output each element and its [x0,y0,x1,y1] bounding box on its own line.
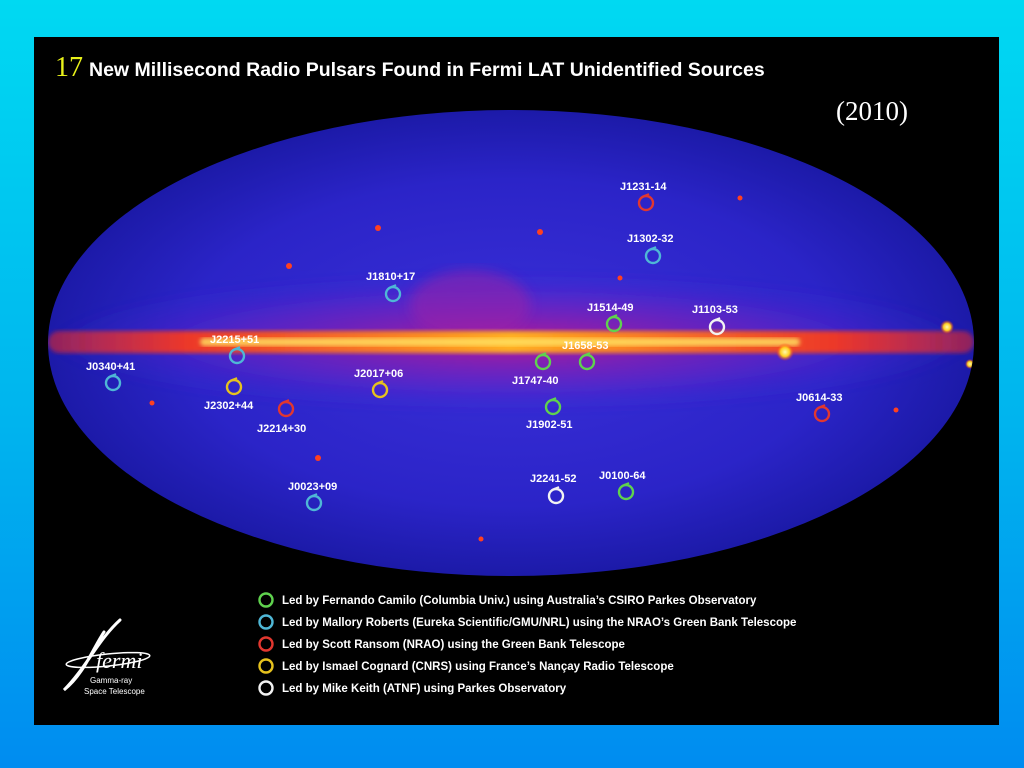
pulsar-label-j1747-40: J1747-40 [512,375,559,387]
pulsar-marker-tick [283,399,290,403]
bright-source [940,320,954,334]
pulsar-label-j2017+06: J2017+06 [354,368,403,380]
pulsar-marker-tick [377,380,384,384]
pulsar-label-j0340+41: J0340+41 [86,361,135,373]
bright-source [478,536,484,542]
bright-source [965,359,974,369]
bright-source [737,195,743,201]
slide-title: 17 New Millisecond Radio Pulsars Found in… [55,52,765,84]
pulsar-marker-tick [714,317,721,321]
bright-source [537,229,543,235]
bright-source [617,275,623,281]
bright-source [286,263,292,269]
pulsar-label-j2241-52: J2241-52 [530,473,577,485]
pulsar-label-j0100-64: J0100-64 [599,470,646,482]
bright-source [315,455,321,461]
pulsar-marker-tick [643,193,650,197]
pulsar-marker-tick [550,397,557,401]
legend-label-red: Led by Scott Ransom (NRAO) using the Gre… [282,639,625,651]
pulsar-marker-tick [390,284,397,288]
pulsar-marker-tick [650,246,657,250]
pulsar-marker-tick [110,373,117,377]
pulsar-marker-tick [311,493,318,497]
title-year: (2010) [836,96,908,126]
title-text: New Millisecond Radio Pulsars Found in F… [89,59,765,81]
bright-source [893,407,899,413]
pulsar-marker-tick [623,482,630,486]
galactic-bulge [410,270,530,340]
legend-marker-yellow [258,658,274,674]
pulsar-label-j2214+30: J2214+30 [257,423,306,435]
pulsar-marker-tick [584,352,591,356]
galactic-plane-core [200,338,800,346]
pulsar-label-j2215+51: J2215+51 [210,334,259,346]
fermi-subtitle-line1: Gamma-ray [90,676,132,685]
pulsar-label-j2302+44: J2302+44 [204,400,254,412]
legend-label-cyan: Led by Mallory Roberts (Eureka Scientifi… [282,617,796,629]
pulsar-label-j1658-53: J1658-53 [562,340,609,352]
fermi-swoosh [62,618,122,692]
pulsar-label-j0023+09: J0023+09 [288,481,337,493]
legend-label-white: Led by Mike Keith (ATNF) using Parkes Ob… [282,683,567,695]
legend-label-green: Led by Fernando Camilo (Columbia Univ.) … [282,595,757,607]
pulsar-label-j1231-14: J1231-14 [620,181,667,193]
pulsar-label-j0614-33: J0614-33 [796,392,843,404]
pulsar-label-j1902-51: J1902-51 [526,419,573,431]
bright-source [375,225,381,231]
pulsar-marker-tick [234,346,241,350]
legend-marker-white [258,680,274,696]
pulsar-marker-tick [553,486,560,490]
bright-source [149,400,155,406]
legend-label-yellow: Led by Ismael Cognard (CNRS) using Franc… [282,661,674,673]
pulsar-marker-tick [611,314,618,318]
legend-marker-cyan [258,614,274,630]
title-number: 17 [55,52,83,83]
legend-marker-red [258,636,274,652]
fermi-wordmark: fermi [96,648,142,673]
pulsar-label-j1514-49: J1514-49 [587,302,634,314]
legend-marker-green [258,592,274,608]
fermi-orbit [65,651,151,669]
pulsar-label-j1302-32: J1302-32 [627,233,674,245]
fermi-subtitle-line2: Space Telescope [84,687,145,696]
fermi-logo: fermi Gamma-ray Space Telescope [62,618,151,696]
pulsar-marker-tick [540,352,547,356]
bright-source [776,343,794,361]
pulsar-marker-tick [231,377,238,381]
pulsar-marker-tick [819,404,826,408]
pulsar-label-j1810+17: J1810+17 [366,271,415,283]
pulsar-label-j1103-53: J1103-53 [692,304,738,316]
